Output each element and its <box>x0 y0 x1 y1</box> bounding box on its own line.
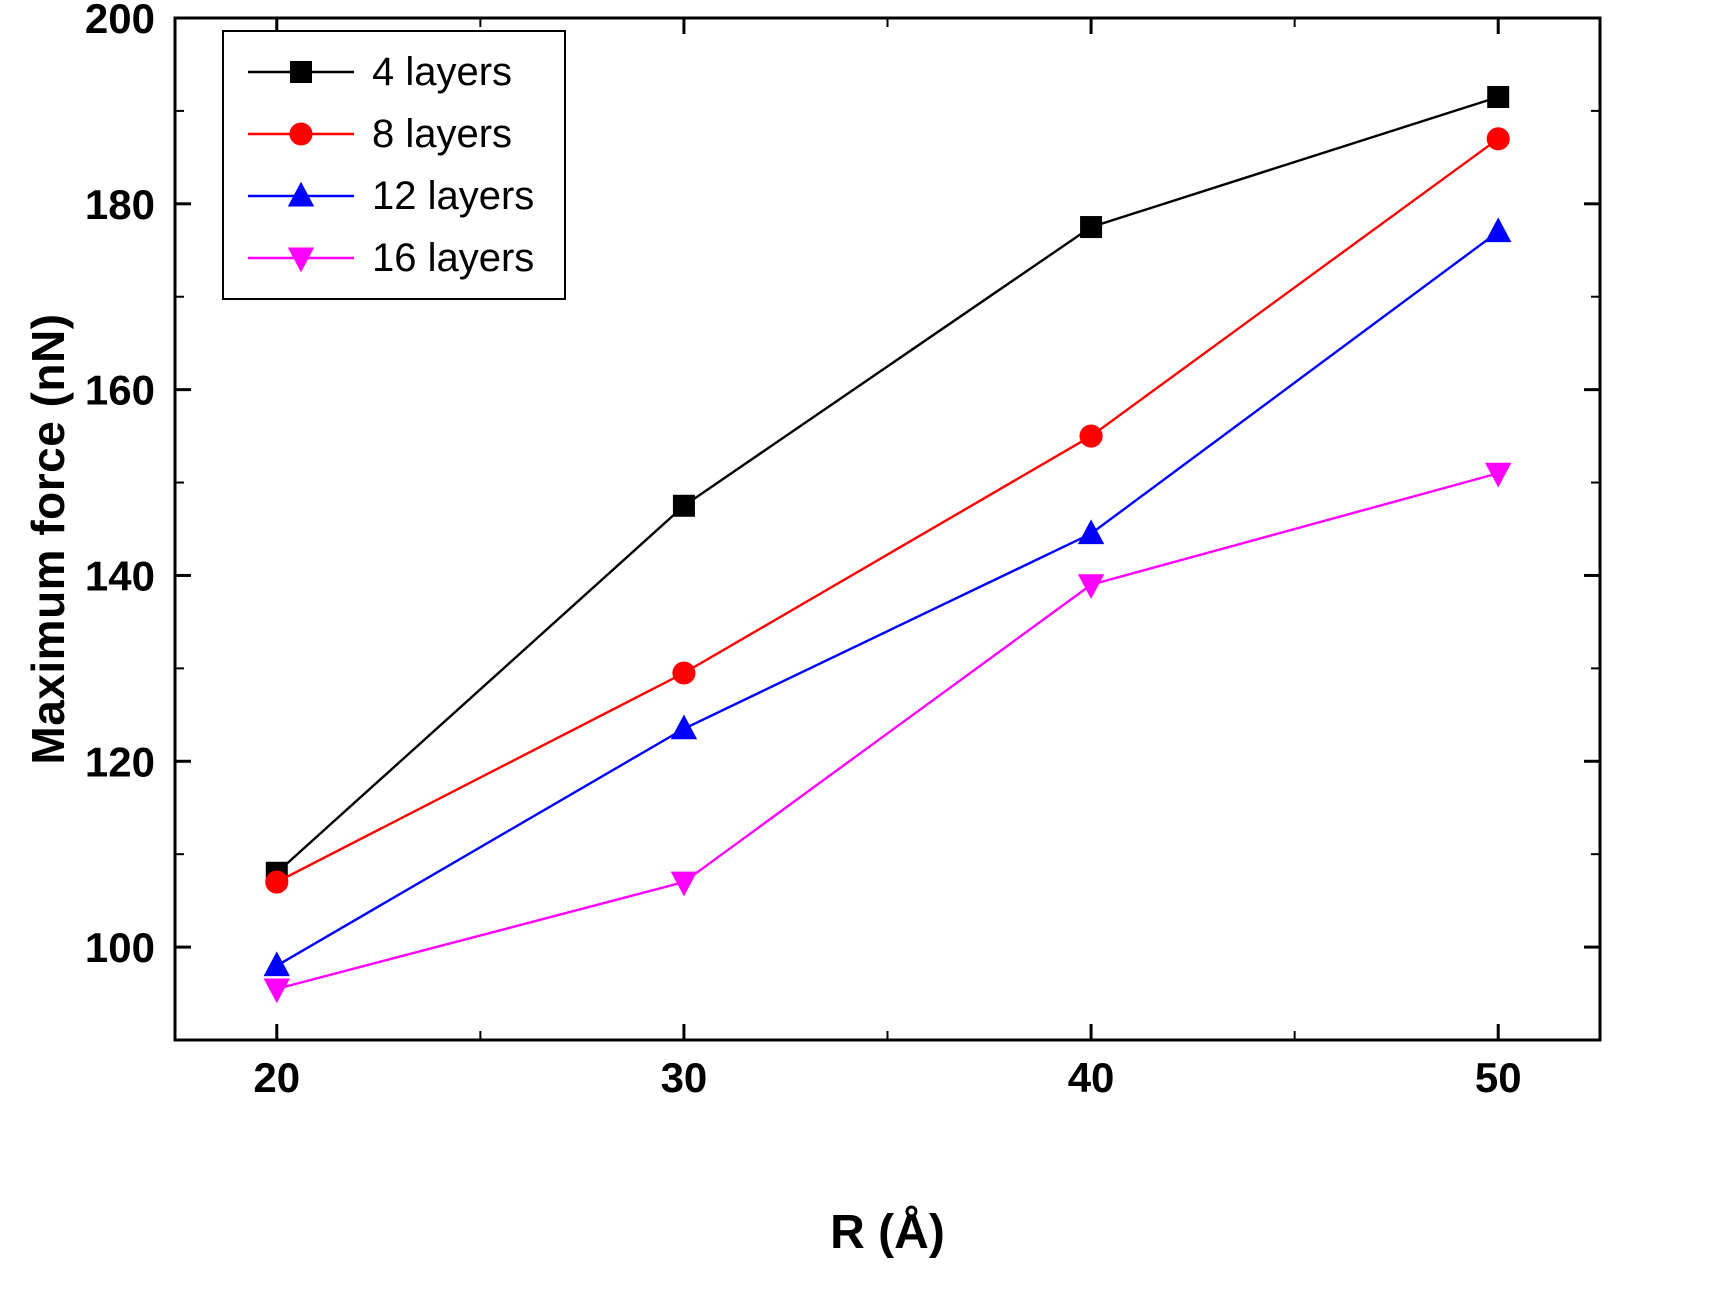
legend-label: 12 layers <box>372 173 535 218</box>
y-tick-label: 140 <box>85 552 155 599</box>
series-8-layers <box>265 127 1510 894</box>
series-4-layers <box>265 85 1510 884</box>
x-tick-label: 40 <box>1068 1054 1115 1101</box>
legend-item: 12 layers <box>246 170 534 222</box>
y-tick-label: 180 <box>85 181 155 228</box>
y-axis-label: Maximum force (nN) <box>22 313 74 765</box>
x-tick-label: 50 <box>1475 1054 1522 1101</box>
legend-item: 8 layers <box>246 108 534 160</box>
y-tick-label: 160 <box>85 367 155 414</box>
series-marker-line-icon <box>246 178 356 214</box>
y-tick-label: 200 <box>85 0 155 42</box>
axis-ticks: 20 30 40 50 100 120 140 160 180 200 <box>85 0 1600 1101</box>
legend-label: 4 layers <box>372 49 513 94</box>
legend-label: 8 layers <box>372 111 513 156</box>
legend: 4 layers 8 layers 12 layers 16 layers <box>222 30 567 300</box>
series-12-layers <box>263 217 1512 977</box>
x-tick-label: 20 <box>253 1054 300 1101</box>
series-marker-line-icon <box>246 240 356 276</box>
y-tick-label: 100 <box>85 924 155 971</box>
series-marker-line-icon <box>246 54 356 90</box>
y-tick-label: 120 <box>85 738 155 785</box>
legend-label: 16 layers <box>372 235 535 280</box>
series-16-layers <box>263 462 1512 1004</box>
x-axis-label: R (Å) <box>830 1206 945 1259</box>
series-marker-line-icon <box>246 116 356 152</box>
legend-item: 16 layers <box>246 232 534 284</box>
legend-item: 4 layers <box>246 46 534 98</box>
x-tick-label: 30 <box>661 1054 708 1101</box>
